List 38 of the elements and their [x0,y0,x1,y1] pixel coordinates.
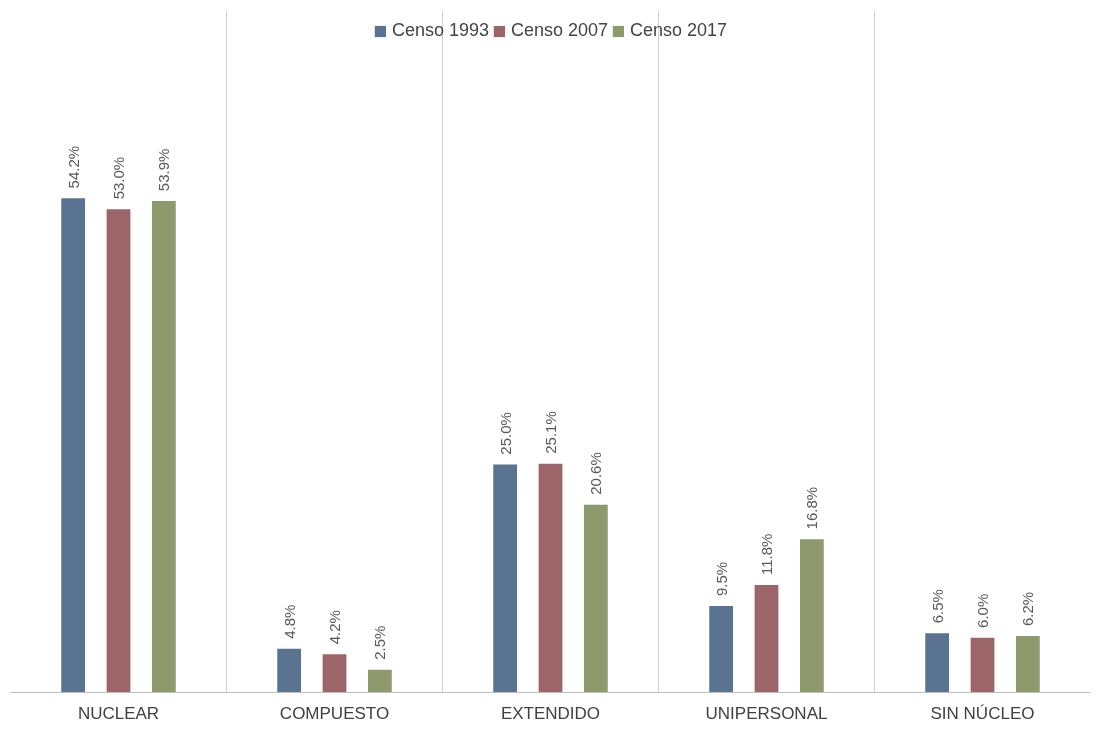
data-label: 4.2% [326,610,343,645]
bar [106,209,131,693]
data-label: 6.2% [1019,591,1037,627]
bar [493,464,518,693]
bar [799,539,824,693]
bar [322,654,347,693]
data-label: 2.5% [371,625,389,660]
x-tick-label: UNIPERSONAL [705,703,828,723]
x-tick-label: SIN NÚCLEO [930,703,1035,723]
data-label: 20.6% [587,452,605,495]
legend-label: Censo 1993 [391,20,489,41]
data-label: 4.8% [280,604,298,639]
data-label: 25.1% [542,411,559,454]
bar [970,637,995,693]
data-label: 53.0% [110,156,127,200]
bar [61,198,86,693]
data-label: 6.5% [928,589,946,624]
bar [709,605,734,693]
legend-label: Censo 2007 [510,20,609,41]
data-label: 16.8% [803,486,821,530]
bar [925,633,950,693]
x-tick-label: COMPUESTO [279,703,390,723]
x-tick-label: EXTENDIDO [500,703,601,723]
bar [367,669,392,693]
x-tick-label: NUCLEAR [77,703,160,723]
bar [538,463,563,693]
data-label: 53.9% [155,148,173,192]
bar [1015,635,1040,693]
data-label: 6.0% [974,593,991,628]
bar [151,201,176,693]
data-label: 54.2% [64,145,82,189]
bar [583,504,608,693]
data-label: 11.8% [758,533,775,576]
data-label: 25.0% [496,412,514,455]
bar [754,584,779,693]
bar [277,648,302,693]
legend-label: Censo 2017 [630,20,728,41]
data-label: 9.5% [712,561,730,596]
